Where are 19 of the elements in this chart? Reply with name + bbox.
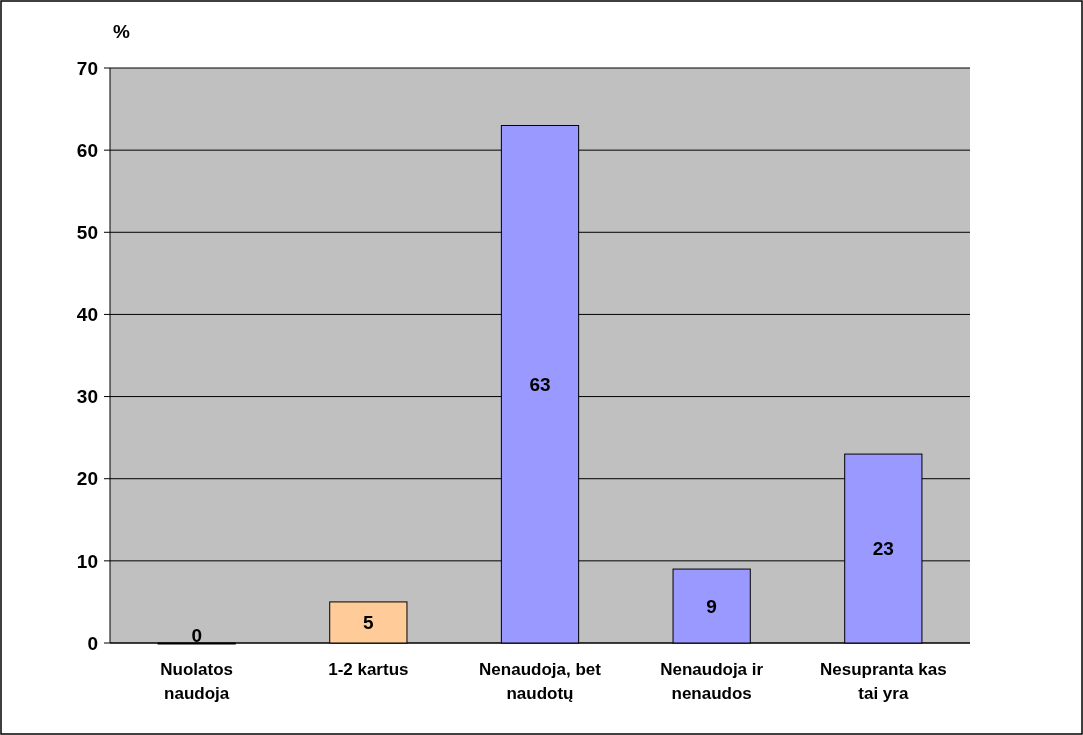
y-tick-label: 30 (76, 386, 98, 408)
data-label: 0 (191, 624, 202, 646)
x-tick-label: Nenaudoja, bet naudotų (479, 660, 602, 703)
x-tick-label: Nenaudoja ir nenaudos (660, 660, 764, 703)
x-tick-label: 1-2 kartus (328, 660, 409, 679)
y-tick-label: 70 (76, 57, 98, 79)
y-tick-label: 0 (87, 632, 98, 654)
data-label: 9 (706, 595, 717, 617)
data-label: 5 (363, 612, 375, 634)
y-tick-label: 20 (76, 468, 98, 490)
y-tick-label: 60 (76, 139, 98, 161)
y-axis-title: % (113, 21, 131, 42)
y-tick-label: 10 (76, 550, 98, 572)
data-label: 63 (529, 373, 551, 395)
data-label: 23 (872, 538, 894, 560)
y-tick-label: 40 (76, 304, 98, 326)
x-tick-label: Nesupranta kas tai yra (820, 660, 947, 703)
y-tick-label: 50 (76, 221, 98, 243)
x-tick-label: Nuolatos naudoja (160, 660, 234, 703)
